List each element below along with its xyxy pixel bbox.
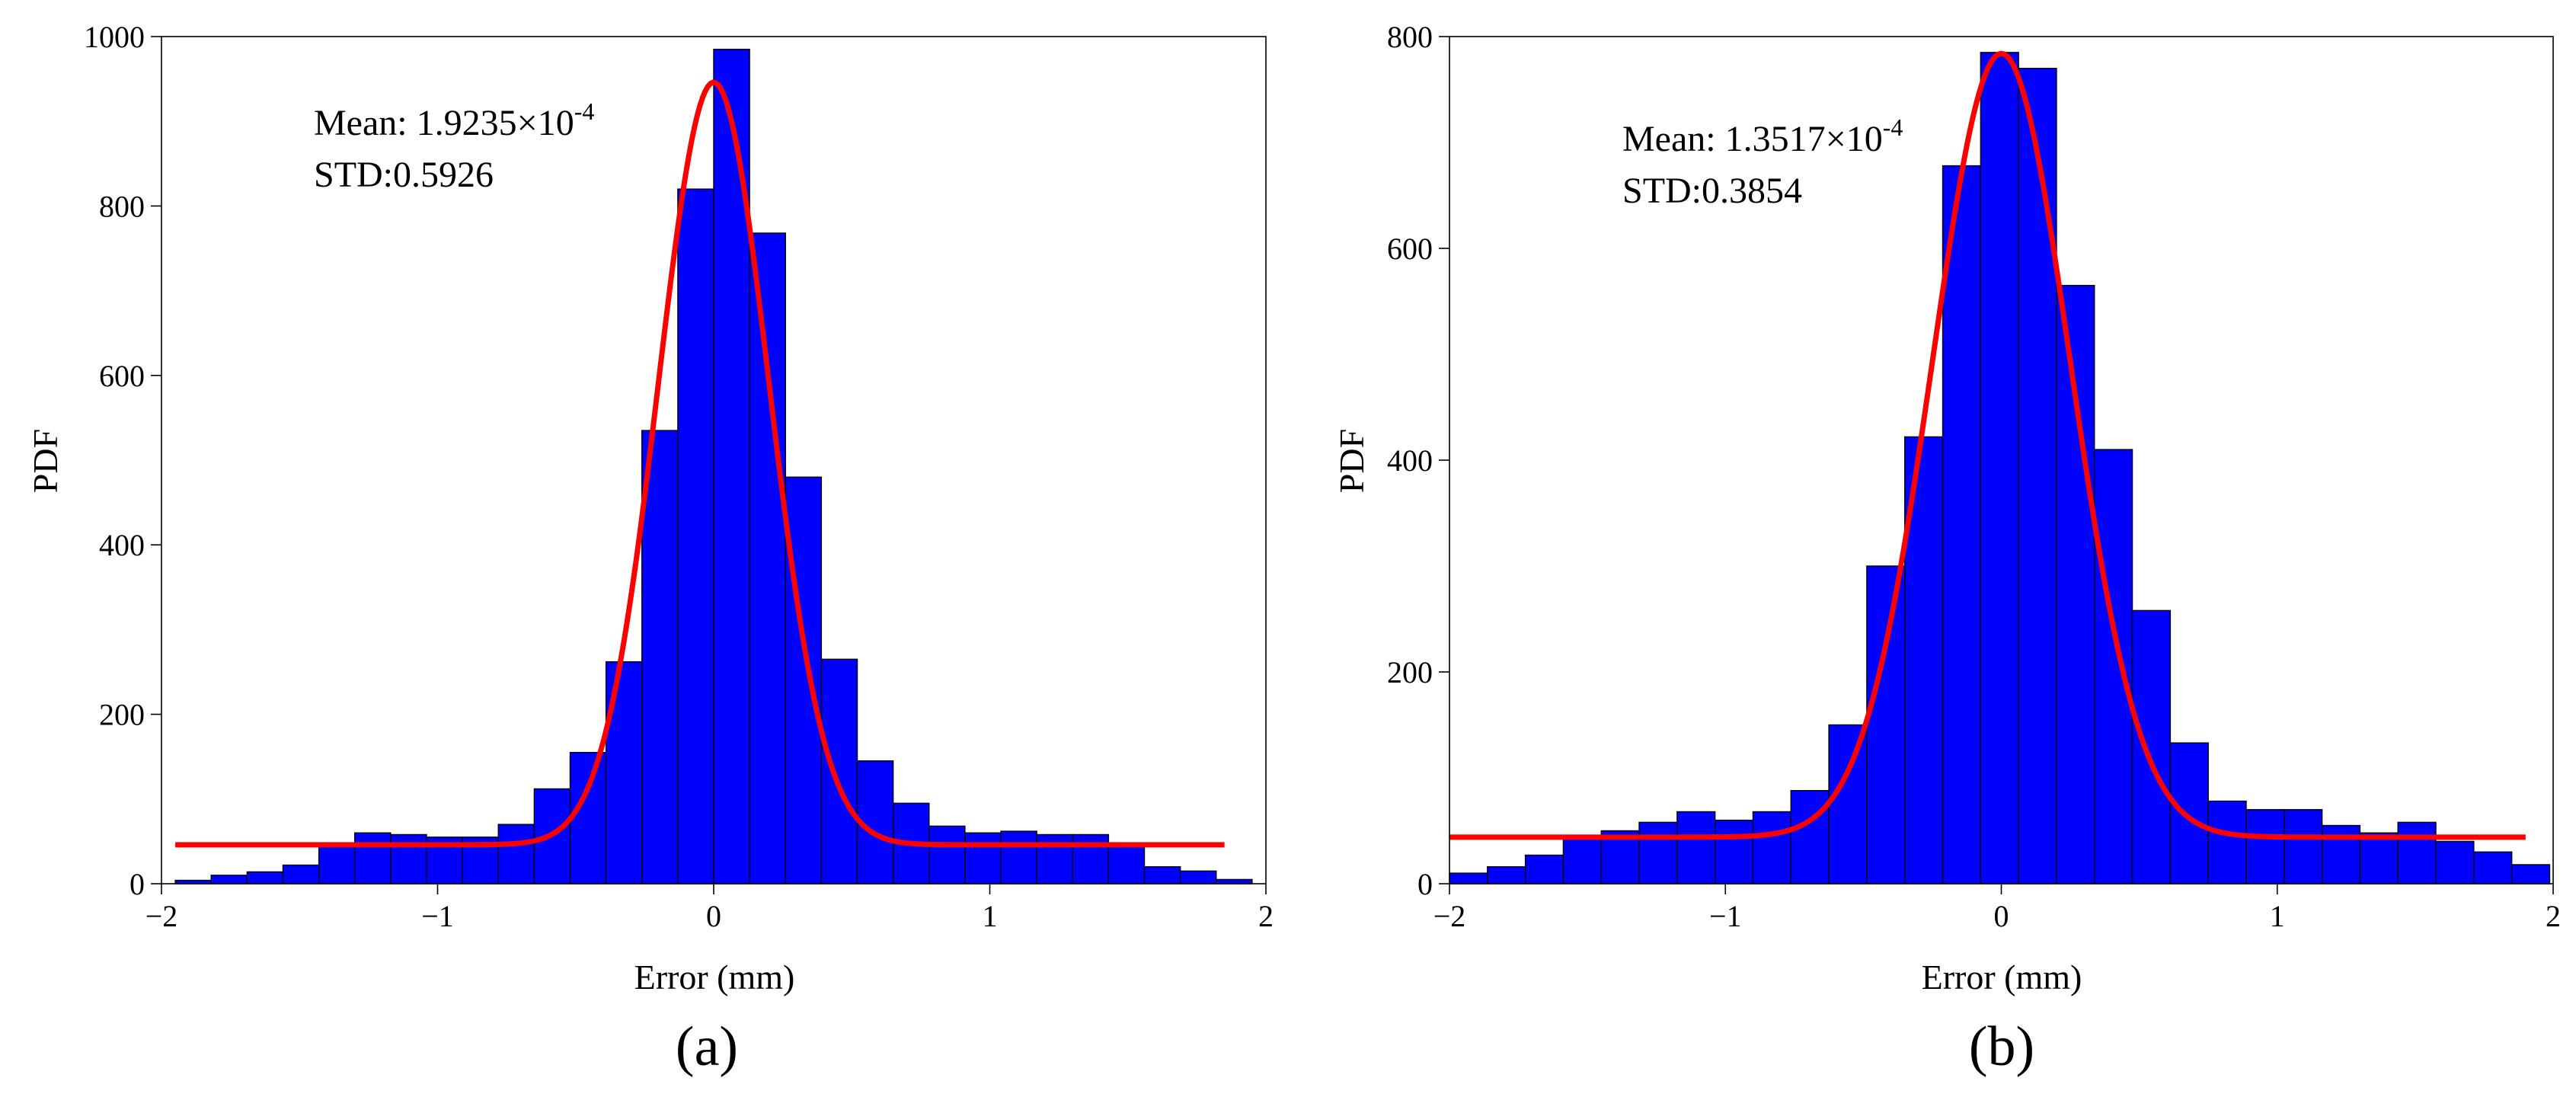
x-tick-label: −1 [421, 899, 454, 933]
histogram-bar [2169, 742, 2209, 884]
x-tick-labels-b: −2 −1 0 1 2 [1433, 899, 2561, 933]
histogram-bar [1072, 833, 1110, 884]
histogram-bar [1828, 724, 1868, 884]
panel-b: −2 −1 0 1 2 0 200 400 600 800 Error (mm)… [1332, 20, 2561, 1078]
std-annotation-b: STD:0.3854 [1622, 171, 1802, 211]
x-tick-label: 2 [1258, 899, 1274, 933]
histogram-bar [1449, 872, 1488, 884]
y-tick-label: 200 [1387, 655, 1433, 689]
panel-a: −2 −1 0 1 2 0 200 400 600 800 1000 Error… [26, 20, 1274, 1078]
panel-label-b: (b) [1969, 1016, 2034, 1078]
histogram-bar [2435, 840, 2475, 884]
y-tick-label: 800 [1387, 20, 1433, 54]
histogram-bar [210, 875, 248, 884]
y-tick-label: 400 [99, 528, 145, 562]
y-tick-labels-a: 0 200 400 600 800 1000 [84, 20, 145, 901]
mean-exponent-a: -4 [574, 98, 595, 125]
histogram-bar [1107, 845, 1146, 884]
histogram-bar [2359, 832, 2399, 884]
y-axis-label-a: PDF [26, 429, 65, 493]
mean-annotation-a: Mean: 1.9235×10-4 [314, 98, 594, 143]
panel-label-a: (a) [676, 1016, 738, 1078]
histogram-bar [2094, 449, 2133, 884]
histogram-bar [1676, 811, 1716, 884]
x-tick-label: −2 [1433, 899, 1466, 933]
y-tick-labels-b: 0 200 400 600 800 [1387, 20, 1433, 901]
histogram-bar [569, 751, 607, 884]
x-tick-label: −1 [1709, 899, 1742, 933]
x-tick-label: 0 [706, 899, 721, 933]
histogram-bar [1752, 811, 1791, 884]
x-tick-label: 1 [983, 899, 998, 933]
histogram-bar [641, 430, 679, 884]
ticks-b [1439, 36, 2554, 894]
mean-value-b: Mean: 1.3517×10 [1622, 119, 1883, 159]
x-axis-label-a: Error (mm) [634, 958, 795, 996]
histogram-bar [1036, 833, 1073, 884]
histogram-bar [1942, 165, 1982, 884]
histogram-bar [928, 825, 966, 884]
histogram-bar [1980, 52, 2019, 884]
x-tick-label: −2 [145, 899, 178, 933]
histogram-bar [318, 845, 356, 884]
histogram-bar [749, 232, 786, 884]
x-tick-label: 2 [2546, 899, 2561, 933]
histogram-bar [1638, 821, 1678, 884]
x-tick-label: 1 [2270, 899, 2285, 933]
histogram-bar [1866, 565, 1906, 884]
histogram-bar [2056, 284, 2095, 884]
histogram-bar [2131, 609, 2172, 884]
fit-curve-a [175, 79, 1225, 848]
y-tick-label: 800 [99, 189, 145, 223]
histogram-bar [497, 824, 535, 884]
histogram-bar [677, 188, 714, 884]
histogram-bar [1000, 830, 1037, 884]
histogram-bar [1790, 789, 1830, 884]
y-tick-label: 600 [1387, 232, 1433, 266]
std-annotation-a: STD:0.5926 [314, 155, 494, 195]
histogram-bar [282, 864, 320, 884]
histogram-bar [1562, 838, 1602, 884]
histogram-bar [2284, 808, 2323, 884]
x-tick-label: 0 [1994, 899, 2009, 933]
mean-value-a: Mean: 1.9235×10 [314, 103, 574, 143]
y-tick-label: 200 [99, 698, 145, 732]
histogram-bar [2510, 864, 2551, 884]
histogram-bar [2207, 800, 2247, 884]
histogram-bar [390, 833, 427, 884]
fit-curve-b [1449, 50, 2526, 840]
bars-a [174, 48, 1253, 884]
y-tick-label: 0 [129, 867, 145, 901]
histogram-bar [1524, 854, 1564, 884]
bars-b [1449, 52, 2551, 884]
histogram-bar [246, 871, 284, 884]
y-tick-label: 0 [1417, 867, 1433, 901]
histogram-bar [1216, 878, 1253, 884]
histogram-bar [2018, 67, 2057, 884]
histogram-bar [2397, 821, 2437, 884]
x-tick-labels-a: −2 −1 0 1 2 [145, 899, 1274, 933]
ticks-a [151, 36, 1267, 894]
y-axis-label-b: PDF [1332, 429, 1371, 493]
y-tick-label: 1000 [84, 20, 145, 54]
histogram-bar [1714, 819, 1754, 884]
histogram-bar [820, 658, 858, 884]
histogram-bar [1487, 866, 1526, 884]
mean-annotation-b: Mean: 1.3517×10-4 [1622, 114, 1903, 159]
histogram-bar [1143, 866, 1181, 884]
histogram-bar [2321, 824, 2361, 884]
histogram-bar [2245, 808, 2285, 884]
histogram-bar [354, 832, 392, 884]
y-tick-label: 400 [1387, 443, 1433, 478]
histogram-bar [2473, 851, 2513, 884]
x-axis-label-b: Error (mm) [1922, 958, 2082, 996]
histogram-bar [964, 832, 1002, 884]
y-tick-label: 600 [99, 359, 145, 393]
histogram-bar [1179, 870, 1217, 884]
mean-exponent-b: -4 [1883, 114, 1903, 141]
